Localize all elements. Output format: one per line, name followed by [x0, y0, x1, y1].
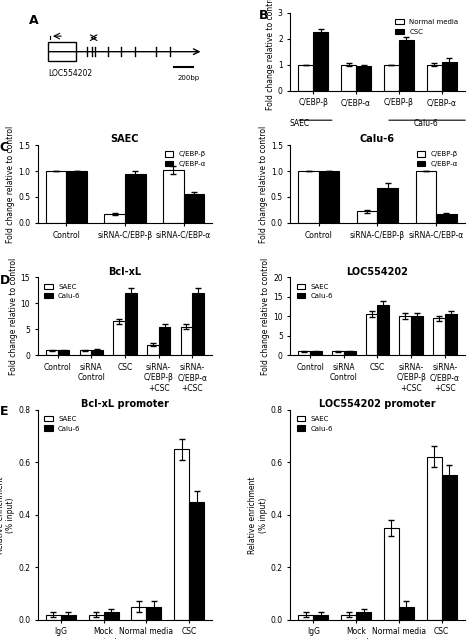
Title: LOC554202: LOC554202 — [346, 266, 409, 277]
Bar — [48, 42, 76, 61]
Title: Calu-6: Calu-6 — [360, 134, 395, 144]
Legend: SAEC, Calu-6: SAEC, Calu-6 — [41, 413, 83, 435]
Bar — [399, 40, 414, 91]
Bar — [442, 475, 456, 620]
Bar — [341, 615, 356, 620]
Bar — [104, 213, 125, 223]
Bar — [384, 65, 399, 91]
Bar — [131, 606, 146, 620]
Bar — [377, 188, 398, 223]
Bar — [313, 615, 328, 620]
Bar — [400, 316, 411, 355]
Text: B: B — [259, 9, 269, 22]
Bar — [159, 327, 171, 355]
Legend: SAEC, Calu-6: SAEC, Calu-6 — [294, 413, 336, 435]
Text: C: C — [0, 141, 9, 154]
Bar — [332, 351, 344, 355]
Bar — [174, 449, 189, 620]
Bar — [113, 321, 125, 355]
Bar — [445, 314, 456, 355]
Y-axis label: Fold change relative to control: Fold change relative to control — [6, 125, 15, 243]
Title: Bcl-xL promoter: Bcl-xL promoter — [81, 399, 169, 409]
Bar — [66, 171, 87, 223]
Bar — [192, 293, 204, 355]
Y-axis label: Relative enrichment
(% input): Relative enrichment (% input) — [0, 476, 15, 553]
Bar — [357, 212, 377, 223]
Y-axis label: Relative enrichment
(% input): Relative enrichment (% input) — [248, 476, 268, 553]
Bar — [104, 612, 118, 620]
Bar — [146, 606, 161, 620]
Bar — [181, 327, 192, 355]
Bar — [356, 66, 371, 91]
Bar — [125, 174, 146, 223]
Text: Calu-6: Calu-6 — [414, 119, 438, 128]
Y-axis label: Fold change relative to control: Fold change relative to control — [259, 125, 268, 243]
Bar — [365, 314, 377, 355]
Bar — [61, 615, 76, 620]
Bar — [46, 171, 66, 223]
Bar — [384, 528, 399, 620]
Bar — [46, 350, 58, 355]
Y-axis label: Fold change relative to control: Fold change relative to control — [9, 258, 18, 375]
Title: Bcl-xL: Bcl-xL — [109, 266, 142, 277]
Bar — [319, 171, 339, 223]
Bar — [344, 351, 356, 355]
Bar — [313, 32, 328, 91]
Title: SAEC: SAEC — [111, 134, 139, 144]
Bar — [163, 170, 183, 223]
Bar — [427, 457, 442, 620]
Bar — [298, 615, 313, 620]
Title: LOC554202 promoter: LOC554202 promoter — [319, 399, 436, 409]
Legend: C/EBP-β, C/EBP-α: C/EBP-β, C/EBP-α — [414, 148, 461, 170]
Bar — [377, 305, 389, 355]
Bar — [89, 615, 104, 620]
Bar — [436, 213, 456, 223]
Text: LOC554202: LOC554202 — [48, 69, 92, 78]
Bar — [298, 351, 310, 355]
Bar — [411, 316, 423, 355]
Text: E: E — [0, 406, 8, 419]
Text: SAEC: SAEC — [289, 119, 309, 128]
Bar — [147, 345, 159, 355]
Y-axis label: Fold change relative to control: Fold change relative to control — [266, 0, 275, 111]
Bar — [189, 502, 204, 620]
Bar — [125, 293, 137, 355]
Legend: C/EBP-β, C/EBP-α: C/EBP-β, C/EBP-α — [162, 148, 209, 170]
Bar — [399, 606, 414, 620]
Bar — [298, 171, 319, 223]
Bar — [433, 318, 445, 355]
Bar — [442, 61, 456, 91]
Y-axis label: Fold change relative to control: Fold change relative to control — [261, 258, 270, 375]
Legend: SAEC, Calu-6: SAEC, Calu-6 — [294, 281, 336, 302]
Bar — [416, 171, 436, 223]
Bar — [341, 65, 356, 91]
Bar — [58, 350, 69, 355]
Bar — [298, 65, 313, 91]
Text: D: D — [0, 273, 10, 286]
Bar — [80, 350, 91, 355]
Bar — [91, 350, 103, 355]
Legend: SAEC, Calu-6: SAEC, Calu-6 — [41, 281, 83, 302]
Bar — [427, 65, 442, 91]
Bar — [183, 194, 204, 223]
Text: A: A — [29, 14, 39, 27]
Bar — [46, 615, 61, 620]
Legend: Normal media, CSC: Normal media, CSC — [392, 16, 461, 38]
Text: 200bp: 200bp — [177, 75, 200, 81]
Bar — [356, 612, 371, 620]
Bar — [310, 351, 322, 355]
